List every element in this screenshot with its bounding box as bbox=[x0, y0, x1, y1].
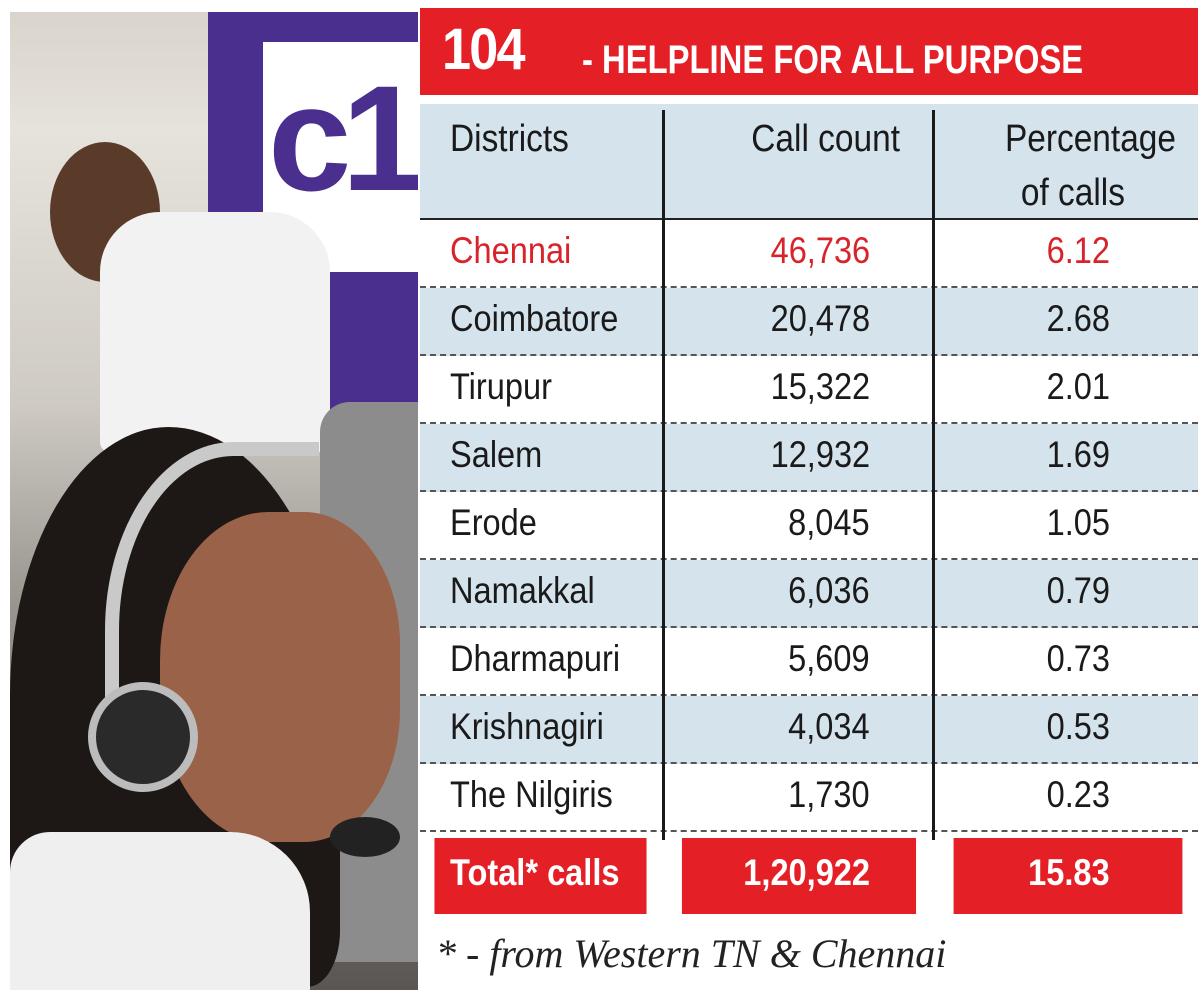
table-row: Namakkal 6,036 0.79 bbox=[420, 560, 1198, 628]
call-count-cell: 12,932 bbox=[770, 434, 870, 475]
table-row: Salem 12,932 1.69 bbox=[420, 424, 1198, 492]
percentage-cell: 0.53 bbox=[1046, 706, 1110, 747]
call-count-cell: 4,034 bbox=[788, 706, 870, 747]
table-row: Dharmapuri 5,609 0.73 bbox=[420, 628, 1198, 696]
header-percentage: Percentage of calls bbox=[947, 112, 1176, 220]
total-label: Total* calls bbox=[450, 852, 620, 893]
percentage-cell: 0.73 bbox=[1046, 638, 1110, 679]
column-divider bbox=[932, 110, 935, 840]
title-number: 104 bbox=[442, 17, 525, 82]
title-text: - HELPLINE FOR ALL PURPOSE bbox=[582, 38, 1084, 82]
table-row: The Nilgiris 1,730 0.23 bbox=[420, 764, 1198, 832]
total-call-count: 1,20,922 bbox=[743, 852, 870, 893]
call-count-cell: 8,045 bbox=[788, 502, 870, 543]
district-cell: Dharmapuri bbox=[450, 638, 621, 679]
percentage-cell: 6.12 bbox=[1046, 230, 1110, 271]
table-row: Erode 8,045 1.05 bbox=[420, 492, 1198, 560]
call-center-photo: c1 bbox=[10, 12, 418, 990]
total-row: Total* calls 1,20,922 15.83 bbox=[420, 838, 1198, 914]
district-cell: Erode bbox=[450, 502, 537, 543]
call-count-cell: 5,609 bbox=[788, 638, 870, 679]
header-percentage-line1: Percentage bbox=[1004, 118, 1176, 160]
call-count-cell: 1,730 bbox=[788, 774, 870, 815]
table-row: Chennai 46,736 6.12 bbox=[420, 220, 1198, 288]
district-cell: Coimbatore bbox=[450, 298, 619, 339]
table-row: Krishnagiri 4,034 0.53 bbox=[420, 696, 1198, 764]
call-count-cell: 20,478 bbox=[770, 298, 870, 339]
district-cell: Chennai bbox=[450, 230, 572, 271]
footnote: * - from Western TN & Chennai bbox=[436, 931, 947, 976]
table-header: Districts Call count Percentage of calls bbox=[420, 104, 1198, 220]
header-call-count: Call count bbox=[751, 118, 900, 160]
table-row: Coimbatore 20,478 2.68 bbox=[420, 288, 1198, 356]
column-divider bbox=[662, 110, 665, 840]
district-cell: Krishnagiri bbox=[450, 706, 604, 747]
call-count-cell: 46,736 bbox=[770, 230, 870, 271]
district-cell: Salem bbox=[450, 434, 543, 475]
percentage-cell: 0.79 bbox=[1046, 570, 1110, 611]
percentage-cell: 2.68 bbox=[1046, 298, 1110, 339]
table-title: 104 - HELPLINE FOR ALL PURPOSE bbox=[420, 8, 1198, 95]
district-cell: Namakkal bbox=[450, 570, 595, 611]
headset-icon bbox=[88, 682, 198, 792]
header-percentage-line2: of calls bbox=[1020, 172, 1125, 214]
call-count-cell: 6,036 bbox=[788, 570, 870, 611]
call-count-cell: 15,322 bbox=[770, 366, 870, 407]
district-cell: The Nilgiris bbox=[450, 774, 613, 815]
percentage-cell: 0.23 bbox=[1046, 774, 1110, 815]
header-districts: Districts bbox=[450, 118, 569, 160]
helpline-table: Districts Call count Percentage of calls … bbox=[420, 104, 1198, 832]
total-percentage: 15.83 bbox=[1028, 852, 1110, 893]
percentage-cell: 1.69 bbox=[1046, 434, 1110, 475]
table-row: Tirupur 15,322 2.01 bbox=[420, 356, 1198, 424]
percentage-cell: 1.05 bbox=[1046, 502, 1110, 543]
percentage-cell: 2.01 bbox=[1046, 366, 1110, 407]
district-cell: Tirupur bbox=[450, 366, 552, 407]
